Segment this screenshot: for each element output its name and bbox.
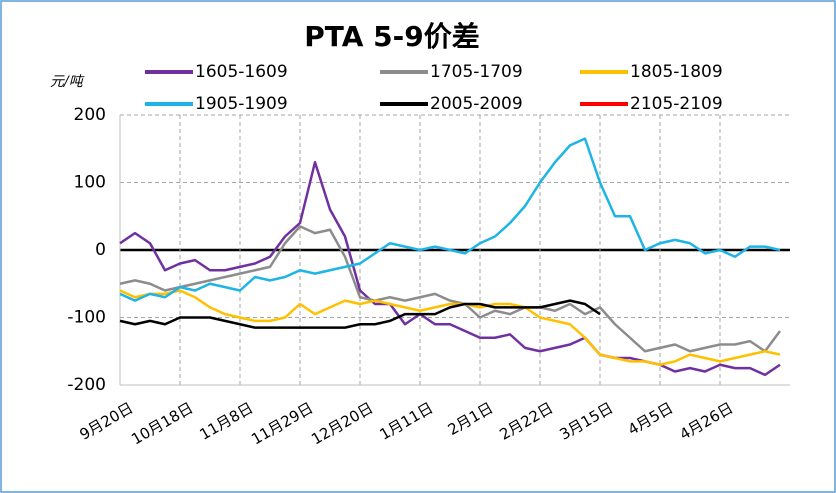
series-line [119, 161, 781, 377]
y-tick-label: 100 [74, 173, 106, 193]
y-tick-label: 200 [74, 105, 106, 125]
legend-label: 1705-1709 [430, 62, 523, 82]
series-line [119, 137, 781, 302]
legend-label: 1805-1809 [630, 62, 723, 82]
legend-label: 2105-2109 [630, 94, 723, 114]
series-line [119, 289, 781, 366]
legend-label: 1905-1909 [195, 94, 288, 114]
y-axis-label: 元/吨 [50, 74, 85, 90]
chart-title: PTA 5-9价差 [304, 20, 479, 53]
y-tick-label: -100 [67, 308, 106, 328]
legend-label: 2005-2009 [430, 94, 523, 114]
series-line [119, 225, 782, 353]
series-line [119, 299, 601, 329]
y-tick-label: -200 [67, 375, 106, 395]
y-tick-label: 0 [95, 240, 106, 260]
legend-label: 1605-1609 [195, 62, 288, 82]
